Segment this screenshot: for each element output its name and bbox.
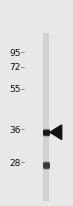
Text: 36: 36 (9, 125, 20, 134)
Text: 72: 72 (9, 63, 20, 72)
Bar (43, 34, 49, 201)
Text: 95: 95 (9, 48, 20, 57)
Text: 55: 55 (9, 85, 20, 94)
Polygon shape (50, 125, 62, 140)
Bar (43, 34, 49, 201)
Text: 28: 28 (9, 158, 20, 167)
